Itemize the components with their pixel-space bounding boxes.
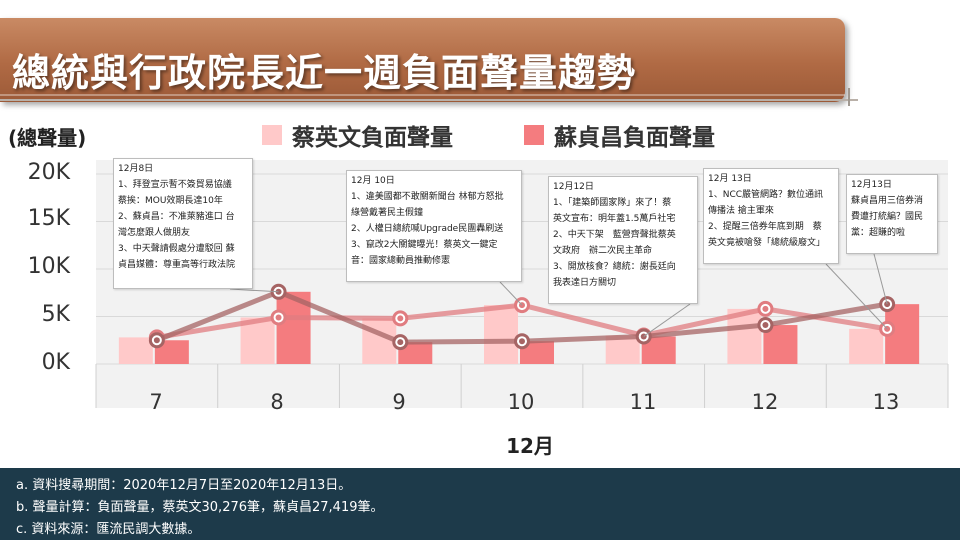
- annotation-line: 傳播法 搶主軍來: [708, 206, 774, 216]
- footer-note-period: a. 資料搜尋期間：2020年12月7日至2020年12月13日。: [16, 478, 352, 493]
- bar-tsai: [605, 335, 640, 364]
- annotation-line: 貞昌媒體：尊重高等行政法院: [118, 260, 236, 270]
- y-axis-label: (總聲量): [8, 126, 87, 150]
- callout-leader: [873, 253, 888, 305]
- legend: 蔡英文負面聲量 蘇貞昌負面聲量: [228, 112, 768, 154]
- callout-leader: [499, 281, 523, 306]
- annotation-line: 黨：超賺的啦: [851, 228, 906, 238]
- page-title: 總統與行政院長近一週負面聲量趨勢: [12, 51, 637, 95]
- annotation-line: 3、開放核食？總統：謝長廷向: [553, 262, 676, 272]
- annotation-line: 2、蘇貞昌：不准萊豬進口 台: [118, 212, 235, 222]
- x-tick-label: 7: [149, 390, 163, 414]
- annotation-line: 1、NCC嚴管網路？數位通訊: [708, 190, 824, 200]
- y-tick-label: 20K: [27, 160, 70, 185]
- legend-label-su: 蘇貞昌負面聲量: [554, 125, 715, 151]
- annotation-line: 英文宣布：明年蓋1.5萬戶社宅: [553, 214, 676, 224]
- bar-su: [398, 342, 433, 364]
- legend-swatch-tsai: [262, 125, 282, 145]
- footer-note-source: c. 資料來源：匯流民調大數據。: [16, 522, 201, 537]
- y-tick-label: 15K: [27, 206, 70, 231]
- annotation-line: 1、拜登宣示暫不簽貿易協議: [118, 180, 232, 190]
- annotation-line: 英文竟被嗆發「總統級廢文」: [708, 238, 826, 248]
- callout-leader: [643, 303, 691, 337]
- annotation-line: 12月13日: [851, 180, 892, 190]
- x-axis-label: 12月: [506, 434, 554, 458]
- x-tick-label: 13: [872, 390, 900, 414]
- annotation-line: 灣怎麼跟人做朋友: [118, 228, 191, 238]
- legend-item-su: 蘇貞昌負面聲量: [524, 118, 715, 152]
- bar-tsai: [118, 337, 153, 364]
- point-center: [397, 315, 404, 322]
- annotation-line: 音：國家總動員推動修憲: [351, 256, 451, 266]
- x-tick-label: 9: [392, 390, 406, 414]
- annotation-line: 綠營戴著民主假鐘: [351, 208, 424, 218]
- bar-su: [520, 341, 554, 364]
- bar-tsai: [849, 328, 884, 364]
- point-center: [519, 338, 525, 345]
- title-banner: 總統與行政院長近一週負面聲量趨勢: [0, 18, 845, 102]
- x-tick-label: 10: [507, 390, 535, 414]
- annotation-line: 12月8日: [118, 164, 154, 174]
- annotation-line: 文政府 辦二次民主革命: [553, 246, 653, 256]
- annotation-line: 12月 13日: [708, 174, 752, 184]
- annotation-dec12: 12月12日 1、「建築師國家隊」來了！蔡 英文宣布：明年蓋1.5萬戶社宅 2、中天下…: [548, 176, 698, 304]
- annotation-line: 2、人權日總統喊Upgrade民團轟刷送: [351, 224, 504, 234]
- callout-leader: [229, 288, 279, 293]
- annotation-line: 12月12日: [553, 182, 594, 192]
- point-center: [762, 305, 769, 312]
- annotation-line: 1、「建築師國家隊」來了！蔡: [553, 198, 672, 208]
- y-tick-label: 10K: [27, 254, 70, 279]
- title-divider: [0, 99, 858, 101]
- footer-notes: a. 資料搜尋期間：2020年12月7日至2020年12月13日。 b. 聲量計…: [0, 468, 960, 540]
- annotation-line: 我表達日方關切: [553, 278, 617, 288]
- annotation-line: 3、中天聲請假處分遭駁回 蘇: [118, 244, 235, 254]
- annotation-line: 12月 10日: [351, 176, 395, 186]
- point-center: [153, 337, 160, 344]
- annotation-line: 3、竄改2大關鍵曝光！蔡英文一鍵定: [351, 240, 498, 250]
- legend-item-tsai: 蔡英文負面聲量: [262, 118, 453, 152]
- x-tick-label: 8: [270, 390, 284, 414]
- x-tick-label: 11: [629, 390, 657, 414]
- bar-tsai: [484, 305, 518, 364]
- annotation-line: 蘇貞昌用三倍券消: [851, 196, 924, 206]
- annotation-line: 1、違美國都不敢關新聞台 林郁方怒批: [351, 192, 504, 202]
- bar-su: [154, 340, 189, 364]
- title-divider-tick: [848, 88, 850, 106]
- annotation-dec10: 12月 10日 1、違美國都不敢關新聞台 林郁方怒批 綠營戴著民主假鐘 2、人權日總統…: [346, 170, 522, 282]
- callout-leader: [825, 263, 888, 330]
- legend-label-tsai: 蔡英文負面聲量: [292, 125, 453, 151]
- point-center: [762, 322, 769, 329]
- legend-swatch-su: [524, 125, 544, 145]
- bar-tsai: [362, 318, 397, 364]
- point-center: [397, 339, 404, 346]
- annotation-dec8: 12月8日 1、拜登宣示暫不簽貿易協議 蔡挨：MOU效期長達10年 2、蘇貞昌：不准萊…: [113, 158, 253, 289]
- annotation-line: 蔡挨：MOU效期長達10年: [118, 196, 223, 206]
- y-tick-label: 0K: [41, 350, 70, 375]
- footer-note-calculation: b. 聲量計算：負面聲量，蔡英文30,276筆，蘇貞昌27,419筆。: [16, 500, 384, 515]
- annotation-dec13-tsai: 12月 13日 1、NCC嚴管網路？數位通訊 傳播法 搶主軍來 2、提醒三倍券年底到期…: [703, 168, 839, 264]
- annotation-line: 2、中天下架 藍營齊聲批蔡英: [553, 230, 676, 240]
- annotation-line: 費遭打統編？國民: [851, 212, 924, 222]
- y-tick-label: 5K: [41, 302, 70, 327]
- annotation-dec13-su: 12月13日蘇貞昌用三倍券消 費遭打統編？國民 黨：超賺的啦: [846, 174, 938, 254]
- point-center: [275, 314, 282, 321]
- annotation-line: 2、提醒三倍券年底到期 蔡: [708, 222, 822, 232]
- x-tick-label: 12: [751, 390, 779, 414]
